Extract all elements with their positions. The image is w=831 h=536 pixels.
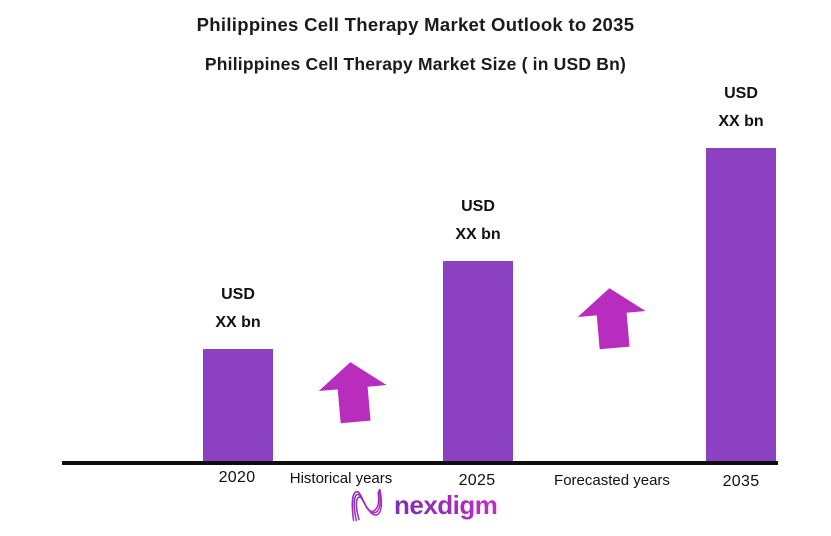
bar-2035 xyxy=(706,148,776,463)
chart-subtitle: Philippines Cell Therapy Market Size ( i… xyxy=(204,54,627,74)
bar-value-line1: USD xyxy=(724,85,758,102)
bar-2025 xyxy=(443,261,513,463)
bar-value-line2: XX bn xyxy=(215,314,261,331)
nexdigm-logo: nexdigm xyxy=(349,486,498,524)
bar-value-label: USD XX bn xyxy=(158,281,318,337)
nexdigm-n-icon xyxy=(351,488,383,522)
bar-value-line1: USD xyxy=(221,286,255,303)
x-tick-2020: 2020 xyxy=(218,469,256,486)
nexdigm-brand-text: nexdigm xyxy=(394,489,498,520)
bar-value-line2: XX bn xyxy=(455,226,501,243)
x-tick-2035: 2035 xyxy=(722,473,760,490)
x-tick-2025: 2025 xyxy=(458,472,496,489)
x-axis-line xyxy=(62,461,778,465)
chart-title: Philippines Cell Therapy Market Outlook … xyxy=(196,14,635,35)
bar-2020 xyxy=(203,349,273,463)
annotation-historical-years: Historical years xyxy=(289,470,393,487)
up-arrow-icon xyxy=(577,288,646,350)
annotation-forecasted-years: Forecasted years xyxy=(554,472,670,489)
bar-value-label: USD XX bn xyxy=(398,193,558,249)
bar-value-line2: XX bn xyxy=(718,113,764,130)
bar-value-line1: USD xyxy=(461,198,495,215)
bar-value-label: USD XX bn xyxy=(661,80,821,136)
up-arrow-icon xyxy=(318,362,387,424)
